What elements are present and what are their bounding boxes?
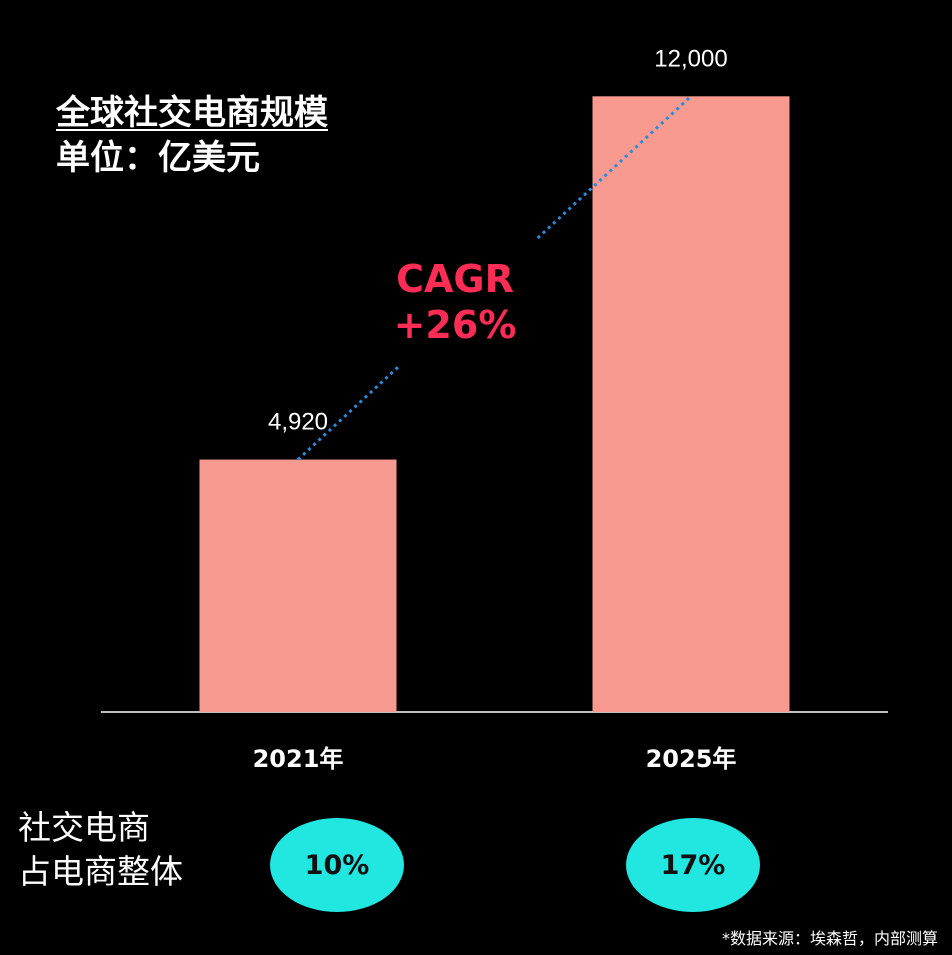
unit-label: 单位：亿美元 — [56, 137, 260, 178]
share-badge-2021: 10% — [270, 818, 404, 912]
cagr-label: CAGR — [396, 257, 514, 301]
category-label-2021: 2021年 — [253, 745, 344, 773]
cagr-value: +26% — [393, 303, 517, 347]
data-label-2025: 12,000 — [654, 45, 727, 72]
share-badge-2025: 17% — [626, 818, 760, 912]
bar-2025 — [592, 96, 790, 713]
source-note: *数据来源：埃森哲，内部测算 — [721, 929, 938, 948]
share-row-label: 社交电商 占电商整体 — [18, 806, 183, 894]
bar-2021 — [199, 459, 397, 712]
trend-line-segment-1 — [296, 364, 402, 461]
cagr-annotation: CAGR +26% — [372, 256, 538, 348]
data-label-2021: 4,920 — [268, 409, 328, 436]
title-block: 全球社交电商规模 单位：亿美元 — [56, 92, 328, 179]
category-label-2025: 2025年 — [646, 745, 737, 773]
share-label-line2: 占电商整体 — [18, 852, 183, 891]
share-label-line1: 社交电商 — [18, 808, 150, 847]
chart-title: 全球社交电商规模 — [56, 93, 328, 133]
